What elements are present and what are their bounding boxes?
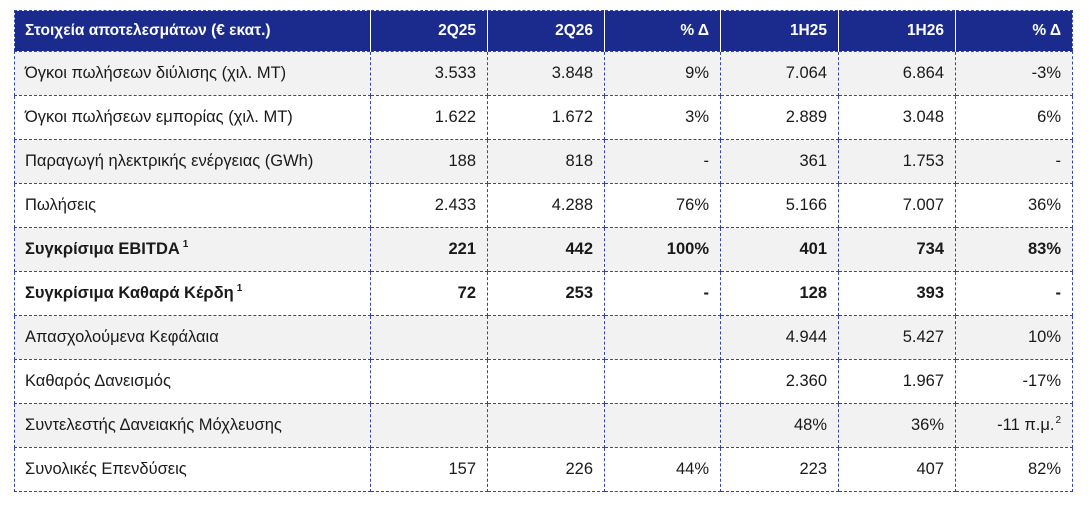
cell-change-half: 82% (955, 447, 1073, 492)
row-label: Πωλήσεις (14, 183, 371, 228)
cell-change-half: -3% (955, 51, 1073, 96)
cell-2q25: 3.533 (370, 51, 488, 96)
cell-change-half: 10% (955, 315, 1073, 360)
table-row: Συγκρίσιμα Καθαρά Κέρδη 1 72 253 - 128 39… (14, 271, 1073, 316)
cell-1h26: 1.753 (838, 139, 956, 184)
cell-2q25: 188 (370, 139, 488, 184)
cell-2q26: 818 (487, 139, 605, 184)
cell-1h26: 393 (838, 271, 956, 316)
table-row: Καθαρός Δανεισμός 2.360 1.967 -17% (14, 359, 1073, 404)
cell-2q26: 4.288 (487, 183, 605, 228)
cell-1h26: 5.427 (838, 315, 956, 360)
footnote-marker: 2 (1055, 415, 1061, 426)
cell-change-quarter: 3% (604, 95, 721, 140)
table-row: Απασχολούμενα Κεφάλαια 4.944 5.427 10% (14, 315, 1073, 360)
table-row: Όγκοι πωλήσεων εμπορίας (χιλ. MT) 1.622 … (14, 95, 1073, 140)
table-row: Παραγωγή ηλεκτρικής ενέργειας (GWh) 188 … (14, 139, 1073, 184)
results-table: Στοιχεία αποτελεσμάτων (€ εκατ.) 2Q25 2Q… (14, 10, 1073, 492)
cell-1h25: 7.064 (720, 51, 839, 96)
cell-change-quarter: 100% (604, 227, 721, 272)
cell-change-half: -11 π.μ.2 (955, 403, 1073, 448)
table-row: Συνολικές Επενδύσεις 157 226 44% 223 407… (14, 447, 1073, 492)
cell-1h25: 48% (720, 403, 839, 448)
cell-change-quarter (604, 315, 721, 360)
cell-1h25: 5.166 (720, 183, 839, 228)
cell-1h26: 1.967 (838, 359, 956, 404)
cell-2q25: 1.622 (370, 95, 488, 140)
cell-2q26 (487, 359, 605, 404)
cell-2q25: 157 (370, 447, 488, 492)
cell-2q25: 72 (370, 271, 488, 316)
table-body: Όγκοι πωλήσεων διύλισης (χιλ. MT) 3.533 … (14, 51, 1073, 492)
header-change-quarter: % Δ (604, 10, 721, 52)
cell-2q25 (370, 315, 488, 360)
cell-1h25: 2.889 (720, 95, 839, 140)
row-label: Όγκοι πωλήσεων διύλισης (χιλ. MT) (14, 51, 371, 96)
row-label: Συνολικές Επενδύσεις (14, 447, 371, 492)
table-row: Συγκρίσιμα EBITDA 1 221 442 100% 401 734 … (14, 227, 1073, 272)
header-1h25: 1H25 (720, 10, 839, 52)
cell-change-quarter (604, 403, 721, 448)
cell-2q26: 253 (487, 271, 605, 316)
cell-2q26 (487, 403, 605, 448)
cell-change-quarter (604, 359, 721, 404)
cell-1h26: 6.864 (838, 51, 956, 96)
header-label: Στοιχεία αποτελεσμάτων (€ εκατ.) (14, 10, 371, 52)
cell-2q25 (370, 403, 488, 448)
table-row: Πωλήσεις 2.433 4.288 76% 5.166 7.007 36% (14, 183, 1073, 228)
cell-change-half: -17% (955, 359, 1073, 404)
cell-change-quarter: 44% (604, 447, 721, 492)
cell-1h26: 3.048 (838, 95, 956, 140)
cell-1h25: 361 (720, 139, 839, 184)
row-label: Συγκρίσιμα Καθαρά Κέρδη 1 (14, 271, 371, 316)
cell-1h25: 128 (720, 271, 839, 316)
footnote-marker: 1 (182, 239, 189, 250)
header-2q25: 2Q25 (370, 10, 488, 52)
row-label-text: Συγκρίσιμα EBITDA (25, 240, 180, 258)
cell-2q25 (370, 359, 488, 404)
cell-1h26: 734 (838, 227, 956, 272)
cell-change-quarter: 76% (604, 183, 721, 228)
table-header: Στοιχεία αποτελεσμάτων (€ εκατ.) 2Q25 2Q… (14, 10, 1073, 52)
cell-1h25: 2.360 (720, 359, 839, 404)
footnote-marker: 1 (236, 283, 243, 294)
header-2q26: 2Q26 (487, 10, 605, 52)
row-label-text: Συγκρίσιμα Καθαρά Κέρδη (25, 284, 234, 302)
header-1h26: 1H26 (838, 10, 956, 52)
table-row: Όγκοι πωλήσεων διύλισης (χιλ. MT) 3.533 … (14, 51, 1073, 96)
row-label: Καθαρός Δανεισμός (14, 359, 371, 404)
cell-change-half: 36% (955, 183, 1073, 228)
cell-change-quarter: - (604, 139, 721, 184)
row-label: Παραγωγή ηλεκτρικής ενέργειας (GWh) (14, 139, 371, 184)
cell-2q25: 221 (370, 227, 488, 272)
header-row: Στοιχεία αποτελεσμάτων (€ εκατ.) 2Q25 2Q… (14, 10, 1073, 52)
cell-2q26: 226 (487, 447, 605, 492)
row-label: Συντελεστής Δανειακής Μόχλευσης (14, 403, 371, 448)
cell-change-half: 6% (955, 95, 1073, 140)
table-row: Συντελεστής Δανειακής Μόχλευσης 48% 36% … (14, 403, 1073, 448)
cell-change-quarter: 9% (604, 51, 721, 96)
header-change-half: % Δ (955, 10, 1073, 52)
cell-1h25: 223 (720, 447, 839, 492)
row-label: Απασχολούμενα Κεφάλαια (14, 315, 371, 360)
row-label: Όγκοι πωλήσεων εμπορίας (χιλ. MT) (14, 95, 371, 140)
cell-2q26: 3.848 (487, 51, 605, 96)
cell-1h25: 4.944 (720, 315, 839, 360)
cell-change-half: - (955, 271, 1073, 316)
cell-change-half: 83% (955, 227, 1073, 272)
cell-value-text: -11 π.μ. (997, 416, 1055, 434)
cell-1h26: 7.007 (838, 183, 956, 228)
cell-2q26 (487, 315, 605, 360)
row-label: Συγκρίσιμα EBITDA 1 (14, 227, 371, 272)
cell-2q25: 2.433 (370, 183, 488, 228)
cell-1h26: 407 (838, 447, 956, 492)
cell-1h26: 36% (838, 403, 956, 448)
cell-1h25: 401 (720, 227, 839, 272)
cell-2q26: 442 (487, 227, 605, 272)
cell-2q26: 1.672 (487, 95, 605, 140)
cell-change-half: - (955, 139, 1073, 184)
cell-change-quarter: - (604, 271, 721, 316)
